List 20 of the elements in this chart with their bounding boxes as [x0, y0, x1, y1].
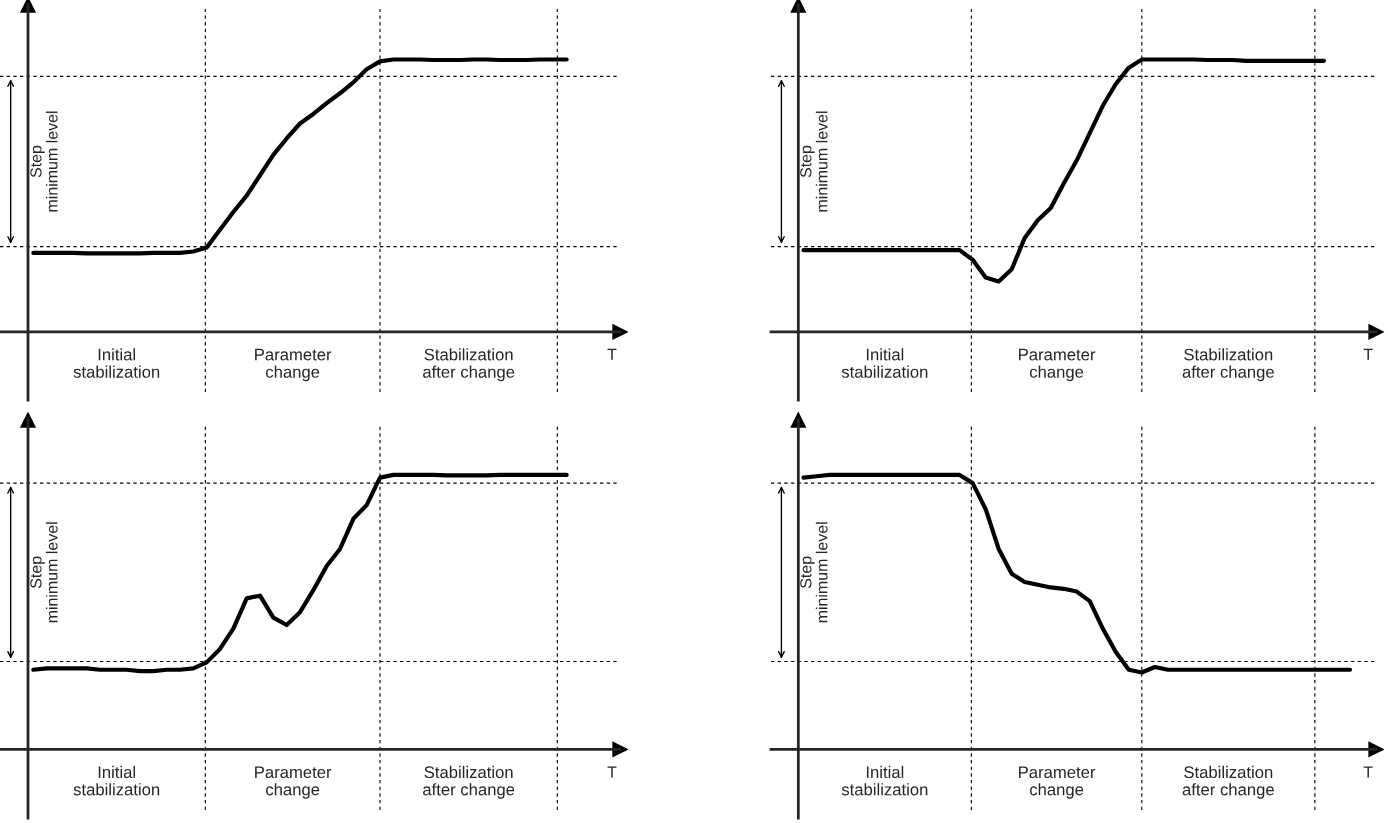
text: Parameter change [1019, 766, 1096, 799]
text: Parameter change [1019, 348, 1096, 382]
text: Parameter change [255, 348, 332, 382]
x-axis-title: T [607, 348, 617, 360]
text: Stabilization after change [1182, 348, 1274, 382]
y-axis-title: Step minimum level [30, 111, 58, 212]
x-axis-title: T [607, 766, 617, 778]
text: Initial stabilization [841, 348, 928, 378]
y-axis-title: Step minimum level [800, 522, 828, 623]
text: Initial stabilization [841, 765, 928, 796]
x-axis-title: T [1363, 766, 1373, 778]
x-axis-title: T [1363, 348, 1373, 360]
y-axis-title: Step minimum level [800, 111, 828, 212]
text: Initial stabilization [73, 765, 160, 796]
text: Stabilization after change [423, 765, 515, 799]
y-axis-title: Step minimum level [30, 522, 58, 623]
text: Stabilization after change [1182, 765, 1274, 799]
text: Parameter change [255, 766, 332, 799]
text: Stabilization after change [423, 348, 515, 382]
text: Initial stabilization [73, 348, 160, 378]
